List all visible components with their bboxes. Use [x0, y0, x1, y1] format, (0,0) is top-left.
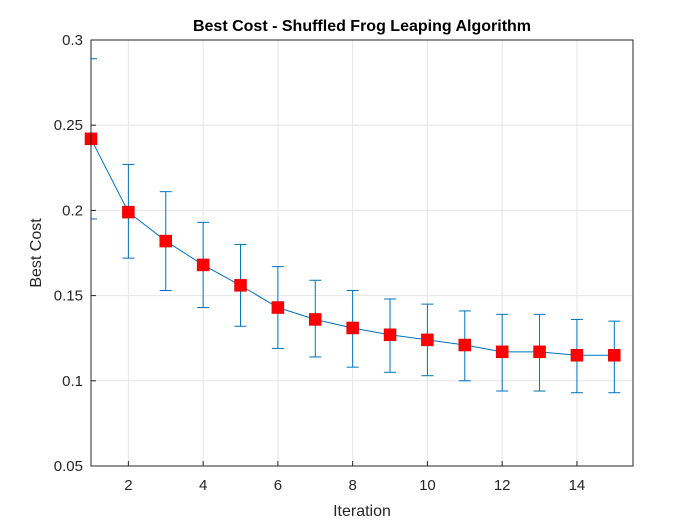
- y-tick-label: 0.15: [54, 288, 83, 305]
- data-marker: [570, 348, 584, 362]
- x-tick-label: 4: [199, 477, 207, 494]
- plot-background: [91, 40, 633, 466]
- y-tick-label: 0.3: [62, 32, 83, 49]
- data-marker: [608, 348, 621, 362]
- y-tick-label: 0.05: [54, 458, 83, 475]
- plot-box: [90, 39, 634, 467]
- data-marker: [458, 338, 472, 352]
- x-tick-label: 12: [494, 477, 511, 494]
- data-marker: [271, 301, 285, 314]
- data-marker: [533, 345, 546, 359]
- data-marker: [234, 279, 247, 292]
- data-marker: [421, 333, 434, 347]
- data-marker: [122, 205, 135, 219]
- y-tick-label: 0.25: [54, 117, 83, 134]
- x-tick-label: 6: [274, 477, 282, 494]
- x-tick-label: 2: [124, 477, 132, 494]
- data-marker: [383, 328, 397, 342]
- chart-title: Best Cost - Shuffled Frog Leaping Algori…: [193, 18, 531, 35]
- y-axis-label: Best Cost: [28, 218, 45, 288]
- data-marker: [495, 345, 509, 359]
- data-marker: [346, 321, 359, 335]
- y-tick-label: 0.1: [62, 373, 83, 390]
- x-axis-label: Iteration: [333, 503, 391, 520]
- y-axis-ticks: 0.05 0.1 0.15 0.2 0.25 0.3: [54, 32, 96, 475]
- data-marker: [159, 234, 173, 248]
- data-marker: [309, 313, 322, 326]
- y-tick-label: 0.2: [62, 202, 83, 219]
- data-marker: [196, 258, 210, 272]
- x-tick-label: 10: [419, 477, 436, 494]
- data-markers: [84, 132, 621, 362]
- x-axis-ticks: 2 4 6 8 10 12 14: [124, 461, 585, 494]
- x-tick-label: 14: [569, 477, 586, 494]
- x-tick-label: 8: [348, 477, 356, 494]
